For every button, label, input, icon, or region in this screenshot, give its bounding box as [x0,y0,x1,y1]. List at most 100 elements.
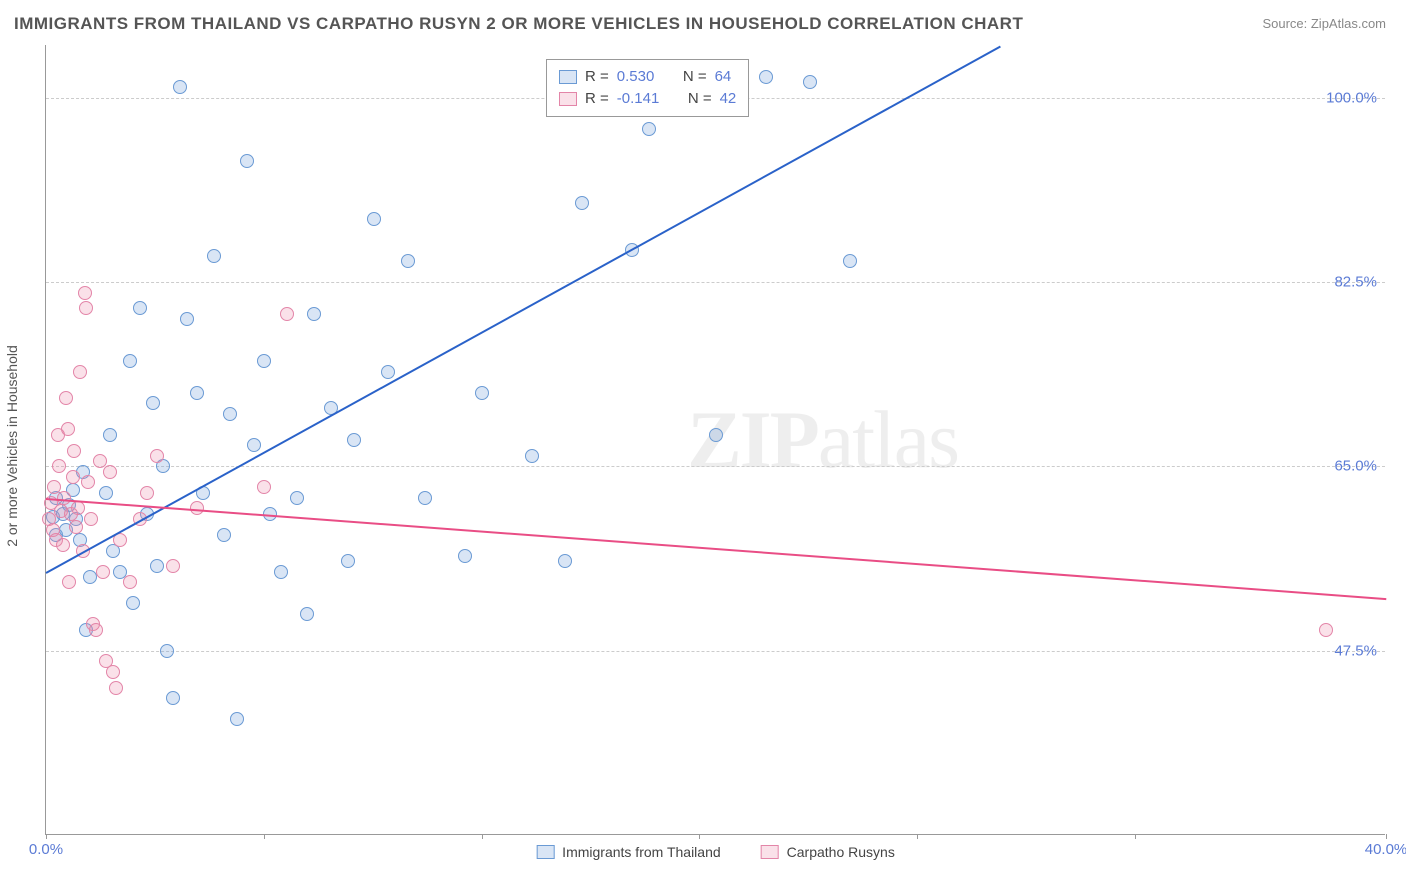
scatter-point [67,444,81,458]
scatter-point [106,665,120,679]
scatter-point [759,70,773,84]
legend-label: Carpatho Rusyns [787,844,895,860]
scatter-point [66,470,80,484]
stats-row: R = 0.530 N = 64 [559,66,736,88]
scatter-point [73,365,87,379]
legend-swatch [761,845,779,859]
scatter-point [300,607,314,621]
gridline [46,466,1385,467]
scatter-point [575,196,589,210]
legend-item: Immigrants from Thailand [536,844,720,860]
xtick-mark [46,834,47,839]
stats-n-label: N = [688,88,712,110]
scatter-point [166,691,180,705]
scatter-point [123,575,137,589]
scatter-point [146,396,160,410]
chart-title: IMMIGRANTS FROM THAILAND VS CARPATHO RUS… [14,14,1023,34]
xtick-mark [1386,834,1387,839]
stats-r-value: -0.141 [617,88,660,110]
ytick-label: 47.5% [1334,642,1377,659]
scatter-point [180,312,194,326]
stats-n-label: N = [683,66,707,88]
xtick-mark [699,834,700,839]
stats-r-label: R = [585,66,609,88]
stats-n-value: 42 [720,88,737,110]
scatter-point [99,486,113,500]
scatter-point [401,254,415,268]
ytick-label: 65.0% [1334,458,1377,475]
scatter-point [96,565,110,579]
scatter-point [123,354,137,368]
scatter-point [126,596,140,610]
scatter-point [81,475,95,489]
scatter-point [525,449,539,463]
scatter-point [257,354,271,368]
watermark-atlas: atlas [818,394,958,485]
scatter-point [217,528,231,542]
scatter-point [257,480,271,494]
scatter-point [307,307,321,321]
scatter-point [280,307,294,321]
scatter-point [843,254,857,268]
ytick-label: 82.5% [1334,274,1377,291]
scatter-point [59,391,73,405]
scatter-point [642,122,656,136]
scatter-point [381,365,395,379]
scatter-point [140,486,154,500]
scatter-point [290,491,304,505]
legend-swatch [559,70,577,84]
scatter-point [223,407,237,421]
scatter-point [62,575,76,589]
scatter-point [103,465,117,479]
watermark: ZIPatlas [687,393,958,487]
scatter-point [52,459,66,473]
scatter-point [84,512,98,526]
scatter-point [150,559,164,573]
legend-swatch [536,845,554,859]
trendline [46,45,1002,573]
scatter-point [69,520,83,534]
scatter-point [83,570,97,584]
gridline [46,651,1385,652]
scatter-point [207,249,221,263]
scatter-point [103,428,117,442]
scatter-point [133,301,147,315]
scatter-point [274,565,288,579]
scatter-point [190,386,204,400]
scatter-point [341,554,355,568]
scatter-point [109,681,123,695]
watermark-zip: ZIP [687,394,818,485]
scatter-point [173,80,187,94]
y-axis-label: 2 or more Vehicles in Household [4,345,20,547]
scatter-point [247,438,261,452]
scatter-point [57,491,71,505]
scatter-point [56,538,70,552]
scatter-point [558,554,572,568]
stats-r-value: 0.530 [617,66,655,88]
scatter-point [458,549,472,563]
scatter-point [230,712,244,726]
scatter-point [709,428,723,442]
gridline [46,282,1385,283]
scatter-point [1319,623,1333,637]
plot-area: ZIPatlas 47.5%65.0%82.5%100.0%0.0%40.0%R… [45,45,1385,835]
scatter-point [166,559,180,573]
scatter-point [418,491,432,505]
stats-row: R = -0.141 N = 42 [559,88,736,110]
source-attribution: Source: ZipAtlas.com [1262,16,1386,31]
xtick-label: 40.0% [1365,841,1406,858]
legend-label: Immigrants from Thailand [562,844,720,860]
scatter-point [240,154,254,168]
scatter-point [61,422,75,436]
scatter-point [79,301,93,315]
scatter-point [89,623,103,637]
trendline [46,498,1386,600]
xtick-label: 0.0% [29,841,63,858]
stats-r-label: R = [585,88,609,110]
xtick-mark [482,834,483,839]
legend-item: Carpatho Rusyns [761,844,895,860]
bottom-legend: Immigrants from Thailand Carpatho Rusyns [536,844,895,860]
xtick-mark [264,834,265,839]
scatter-point [475,386,489,400]
scatter-point [367,212,381,226]
